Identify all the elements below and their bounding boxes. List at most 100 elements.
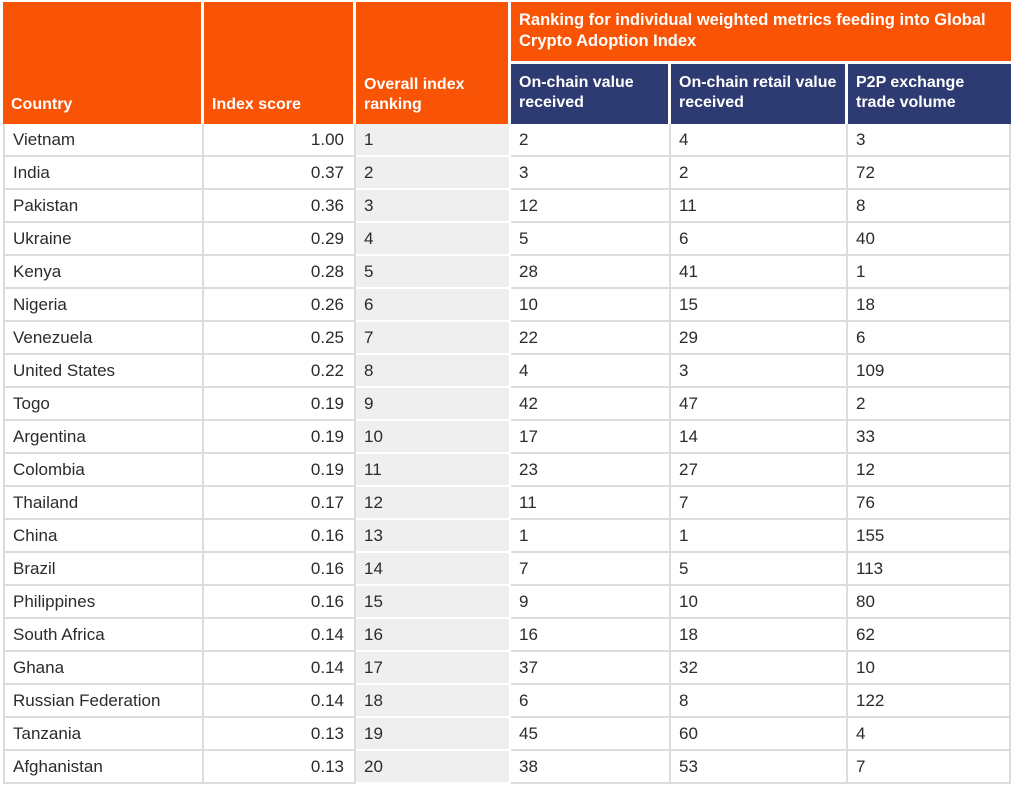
table-row: Pakistan 0.36 3 12 11 8 bbox=[3, 190, 1011, 223]
cell-index-score: 1.00 bbox=[204, 124, 356, 157]
table-row: Venezuela 0.25 7 22 29 6 bbox=[3, 322, 1011, 355]
cell-index-score: 0.19 bbox=[204, 421, 356, 454]
cell-onchain-value: 5 bbox=[511, 223, 671, 256]
cell-country: Philippines bbox=[3, 586, 204, 619]
cell-overall-ranking: 11 bbox=[356, 454, 511, 487]
cell-overall-ranking: 17 bbox=[356, 652, 511, 685]
cell-onchain-retail-value: 41 bbox=[671, 256, 848, 289]
column-header-index-score: Index score bbox=[204, 2, 356, 124]
table-row: South Africa 0.14 16 16 18 62 bbox=[3, 619, 1011, 652]
cell-index-score: 0.16 bbox=[204, 553, 356, 586]
cell-country: Vietnam bbox=[3, 124, 204, 157]
table-row: China 0.16 13 1 1 155 bbox=[3, 520, 1011, 553]
cell-p2p-volume: 122 bbox=[848, 685, 1011, 718]
cell-overall-ranking: 16 bbox=[356, 619, 511, 652]
cell-onchain-value: 2 bbox=[511, 124, 671, 157]
table-row: Togo 0.19 9 42 47 2 bbox=[3, 388, 1011, 421]
cell-overall-ranking: 9 bbox=[356, 388, 511, 421]
cell-country: India bbox=[3, 157, 204, 190]
cell-onchain-value: 17 bbox=[511, 421, 671, 454]
cell-p2p-volume: 18 bbox=[848, 289, 1011, 322]
cell-country: Nigeria bbox=[3, 289, 204, 322]
cell-p2p-volume: 6 bbox=[848, 322, 1011, 355]
table-row: United States 0.22 8 4 3 109 bbox=[3, 355, 1011, 388]
cell-overall-ranking: 1 bbox=[356, 124, 511, 157]
cell-onchain-value: 3 bbox=[511, 157, 671, 190]
cell-onchain-retail-value: 53 bbox=[671, 751, 848, 784]
cell-p2p-volume: 76 bbox=[848, 487, 1011, 520]
cell-index-score: 0.37 bbox=[204, 157, 356, 190]
cell-overall-ranking: 8 bbox=[356, 355, 511, 388]
column-header-country: Country bbox=[3, 2, 204, 124]
cell-onchain-value: 12 bbox=[511, 190, 671, 223]
cell-overall-ranking: 12 bbox=[356, 487, 511, 520]
cell-onchain-retail-value: 10 bbox=[671, 586, 848, 619]
cell-country: Kenya bbox=[3, 256, 204, 289]
cell-overall-ranking: 4 bbox=[356, 223, 511, 256]
cell-onchain-retail-value: 15 bbox=[671, 289, 848, 322]
cell-country: Thailand bbox=[3, 487, 204, 520]
cell-p2p-volume: 7 bbox=[848, 751, 1011, 784]
cell-onchain-retail-value: 27 bbox=[671, 454, 848, 487]
cell-index-score: 0.14 bbox=[204, 619, 356, 652]
cell-country: Argentina bbox=[3, 421, 204, 454]
table-row: Brazil 0.16 14 7 5 113 bbox=[3, 553, 1011, 586]
cell-country: United States bbox=[3, 355, 204, 388]
cell-overall-ranking: 19 bbox=[356, 718, 511, 751]
cell-p2p-volume: 155 bbox=[848, 520, 1011, 553]
cell-country: Brazil bbox=[3, 553, 204, 586]
cell-index-score: 0.22 bbox=[204, 355, 356, 388]
cell-country: Pakistan bbox=[3, 190, 204, 223]
cell-p2p-volume: 10 bbox=[848, 652, 1011, 685]
cell-onchain-retail-value: 3 bbox=[671, 355, 848, 388]
cell-onchain-retail-value: 5 bbox=[671, 553, 848, 586]
cell-index-score: 0.17 bbox=[204, 487, 356, 520]
cell-index-score: 0.29 bbox=[204, 223, 356, 256]
cell-overall-ranking: 10 bbox=[356, 421, 511, 454]
cell-p2p-volume: 62 bbox=[848, 619, 1011, 652]
cell-onchain-value: 16 bbox=[511, 619, 671, 652]
cell-onchain-value: 6 bbox=[511, 685, 671, 718]
cell-onchain-value: 22 bbox=[511, 322, 671, 355]
table-row: Vietnam 1.00 1 2 4 3 bbox=[3, 124, 1011, 157]
cell-p2p-volume: 33 bbox=[848, 421, 1011, 454]
cell-country: Afghanistan bbox=[3, 751, 204, 784]
cell-onchain-retail-value: 1 bbox=[671, 520, 848, 553]
cell-onchain-retail-value: 11 bbox=[671, 190, 848, 223]
cell-country: Russian Federation bbox=[3, 685, 204, 718]
cell-onchain-value: 10 bbox=[511, 289, 671, 322]
table-row: Tanzania 0.13 19 45 60 4 bbox=[3, 718, 1011, 751]
crypto-adoption-table: Country Index score Overall index rankin… bbox=[3, 2, 1011, 784]
crypto-adoption-table-container: Country Index score Overall index rankin… bbox=[3, 2, 1011, 784]
cell-onchain-retail-value: 2 bbox=[671, 157, 848, 190]
cell-overall-ranking: 13 bbox=[356, 520, 511, 553]
cell-onchain-value: 11 bbox=[511, 487, 671, 520]
cell-index-score: 0.16 bbox=[204, 520, 356, 553]
cell-onchain-retail-value: 6 bbox=[671, 223, 848, 256]
cell-onchain-value: 4 bbox=[511, 355, 671, 388]
cell-country: China bbox=[3, 520, 204, 553]
cell-overall-ranking: 15 bbox=[356, 586, 511, 619]
cell-onchain-retail-value: 8 bbox=[671, 685, 848, 718]
column-header-onchain-retail-value: On-chain retail value received bbox=[671, 64, 848, 124]
cell-onchain-value: 42 bbox=[511, 388, 671, 421]
cell-onchain-value: 37 bbox=[511, 652, 671, 685]
cell-onchain-retail-value: 32 bbox=[671, 652, 848, 685]
cell-overall-ranking: 3 bbox=[356, 190, 511, 223]
cell-overall-ranking: 14 bbox=[356, 553, 511, 586]
cell-onchain-retail-value: 7 bbox=[671, 487, 848, 520]
cell-onchain-retail-value: 60 bbox=[671, 718, 848, 751]
header-row-metrics: On-chain value received On-chain retail … bbox=[3, 64, 1011, 124]
table-row: Ghana 0.14 17 37 32 10 bbox=[3, 652, 1011, 685]
cell-overall-ranking: 2 bbox=[356, 157, 511, 190]
cell-onchain-value: 7 bbox=[511, 553, 671, 586]
table-row: Nigeria 0.26 6 10 15 18 bbox=[3, 289, 1011, 322]
cell-p2p-volume: 3 bbox=[848, 124, 1011, 157]
table-row: Afghanistan 0.13 20 38 53 7 bbox=[3, 751, 1011, 784]
cell-p2p-volume: 72 bbox=[848, 157, 1011, 190]
cell-p2p-volume: 4 bbox=[848, 718, 1011, 751]
table-row: Colombia 0.19 11 23 27 12 bbox=[3, 454, 1011, 487]
cell-onchain-retail-value: 29 bbox=[671, 322, 848, 355]
cell-overall-ranking: 7 bbox=[356, 322, 511, 355]
cell-onchain-value: 45 bbox=[511, 718, 671, 751]
